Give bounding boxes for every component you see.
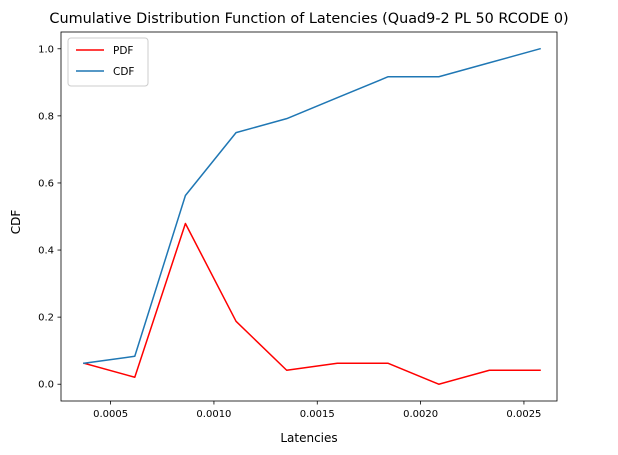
x-axis-label: Latencies	[280, 431, 337, 445]
plot-area: 0.0005 0.0010 0.0015 0.0020 0.0025 0.0 0.2 0.4 0…	[38, 31, 558, 420]
y-axis-label: CDF	[9, 210, 23, 235]
y-tick-label: 1.0	[38, 44, 54, 55]
x-tick-label: 0.0005	[93, 409, 128, 420]
series-line-pdf	[83, 222, 541, 385]
x-tick-label: 0.0025	[506, 409, 541, 420]
chart-title: Cumulative Distribution Function of Late…	[49, 11, 568, 27]
y-tick-label: 0.8	[38, 111, 54, 122]
legend-box	[67, 37, 149, 87]
x-tick-label: 0.0020	[403, 409, 438, 420]
x-tick-label: 0.0015	[300, 409, 335, 420]
y-tick-label: 0.4	[38, 246, 54, 257]
y-tick-label: 0.0	[38, 380, 54, 391]
legend: PDF CDF	[67, 37, 149, 87]
x-tick-label: 0.0010	[196, 409, 231, 420]
legend-label-pdf: PDF	[113, 45, 133, 57]
legend-label-cdf: CDF	[113, 66, 134, 78]
axes-frame	[60, 31, 558, 402]
y-tick-label: 0.2	[38, 313, 54, 324]
y-tick-label: 0.6	[38, 178, 54, 189]
series-line-cdf	[83, 47, 541, 365]
